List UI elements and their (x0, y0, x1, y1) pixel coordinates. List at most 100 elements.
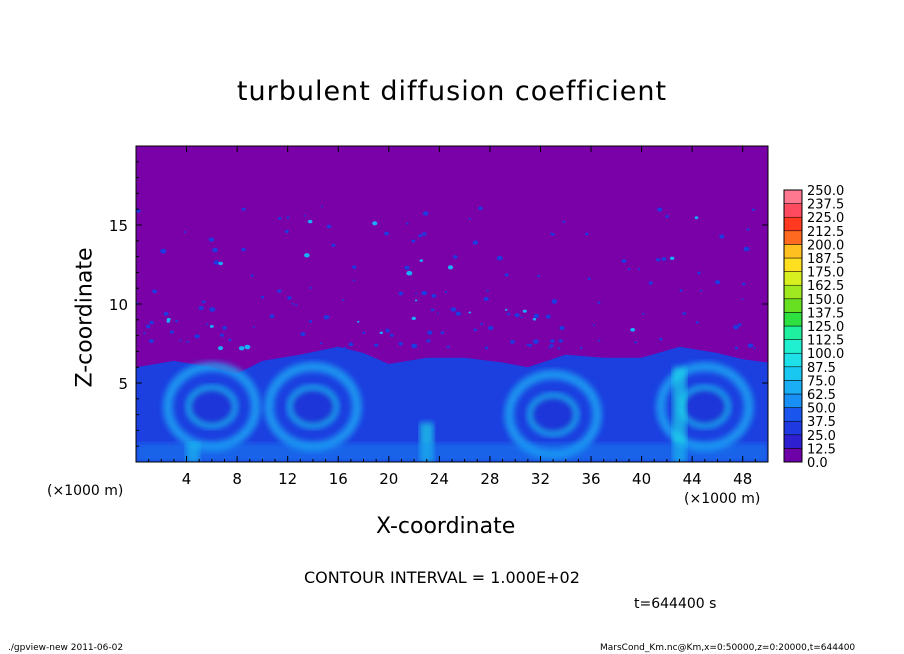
x-tick-label: 44 (683, 470, 702, 488)
speckle-mark (321, 205, 324, 208)
speckle-mark (486, 289, 489, 292)
speckle-mark (241, 207, 246, 211)
colorbar-frame (783, 189, 803, 463)
colorbar-segment (783, 339, 803, 354)
x-tick-label: 12 (278, 470, 297, 488)
speckle-mark (244, 344, 251, 350)
speckle-mark (209, 307, 216, 312)
speckle-mark (657, 207, 663, 212)
speckle-mark (714, 280, 721, 285)
speckle-mark (222, 326, 227, 330)
surface-band (136, 443, 768, 462)
colorbar-label: 237.5 (807, 198, 844, 213)
time-label: t=644400 s (634, 596, 717, 612)
speckle-mark (679, 289, 683, 292)
speckle-mark (374, 343, 379, 347)
speckle-mark (551, 299, 558, 304)
x-tick-label: 8 (232, 470, 242, 488)
speckle-mark (496, 255, 503, 261)
speckle-mark (634, 341, 638, 344)
speckle-mark (669, 256, 675, 261)
speckle-mark (734, 346, 739, 350)
x-tick-label: 20 (379, 470, 398, 488)
x-tick-label: 40 (632, 470, 651, 488)
colorbar-label: 75.0 (807, 374, 836, 389)
speckle-mark (473, 328, 478, 332)
colorbar-segment (783, 298, 803, 313)
speckle-mark (593, 324, 596, 327)
x-tick-label: 28 (480, 470, 499, 488)
colorbar-segment (783, 203, 803, 218)
colorbar-label: 212.5 (807, 225, 844, 240)
speckle-mark (419, 259, 424, 262)
colorbar-label: 25.0 (807, 429, 836, 444)
speckle-mark (430, 308, 435, 312)
speckle-mark (406, 222, 409, 225)
speckle-mark (637, 268, 641, 271)
speckle-mark (295, 304, 298, 307)
colorbar-label: 125.0 (807, 320, 844, 335)
speckle-mark (452, 255, 458, 259)
speckle-mark (404, 265, 410, 270)
speckle-mark (398, 291, 404, 296)
speckle-mark (411, 316, 416, 321)
speckle-mark (751, 208, 756, 211)
speckle-mark (198, 306, 204, 311)
speckle-mark (746, 228, 750, 231)
speckle-mark (661, 257, 667, 261)
speckle-mark (406, 270, 413, 276)
speckle-mark (504, 273, 509, 277)
speckle-mark (504, 308, 508, 311)
speckle-mark (357, 320, 360, 323)
speckle-mark (584, 232, 589, 236)
colorbar-segment (783, 434, 803, 449)
x-unit-right: (×1000 m) (684, 491, 761, 507)
speckle-mark (532, 339, 539, 344)
speckle-mark (665, 214, 669, 218)
speckle-mark (148, 339, 154, 344)
footer-right: MarsCond_Km.nc@Km,x=0:50000,z=0:20000,t=… (600, 643, 856, 653)
speckle-mark (343, 346, 347, 349)
speckle-mark (160, 248, 167, 254)
speckle-mark (648, 281, 653, 285)
colorbar-label: 37.5 (807, 415, 836, 430)
colorbar-segment (783, 271, 803, 286)
speckle-mark (655, 258, 661, 262)
speckle-mark (743, 246, 750, 252)
speckle-mark (509, 339, 515, 344)
y-tick-label: 15 (109, 217, 128, 235)
speckle-mark (303, 215, 306, 217)
speckle-mark (414, 292, 418, 295)
speckle-mark (291, 302, 294, 305)
speckle-mark (286, 216, 290, 219)
speckle-mark (587, 277, 591, 280)
colorbar-segment (783, 393, 803, 408)
colorbar-segment (783, 448, 803, 463)
speckle-mark (308, 320, 313, 323)
speckle-mark (252, 326, 255, 328)
speckle-mark (418, 234, 423, 238)
colorbar-segment (783, 380, 803, 395)
speckle-mark (276, 289, 282, 293)
speckle-mark (145, 324, 151, 329)
colorbar-label: 162.5 (807, 279, 844, 294)
speckle-mark (166, 317, 171, 321)
speckle-mark (284, 229, 289, 234)
speckle-mark (753, 347, 756, 350)
speckle-mark (300, 332, 306, 337)
speckle-mark (372, 221, 378, 226)
speckle-mark (427, 330, 433, 335)
x-tick-label: 16 (329, 470, 348, 488)
speckle-mark (241, 247, 246, 252)
speckle-mark (557, 347, 561, 350)
speckle-mark (307, 219, 313, 224)
speckle-mark (166, 320, 170, 323)
speckle-mark (398, 342, 404, 346)
speckle-mark (719, 234, 725, 239)
colorbar-label: 100.0 (807, 347, 844, 362)
x-tick-label: 48 (733, 470, 752, 488)
speckle-mark (478, 206, 483, 211)
speckle-mark (163, 311, 169, 316)
colorbar-segment (783, 407, 803, 422)
